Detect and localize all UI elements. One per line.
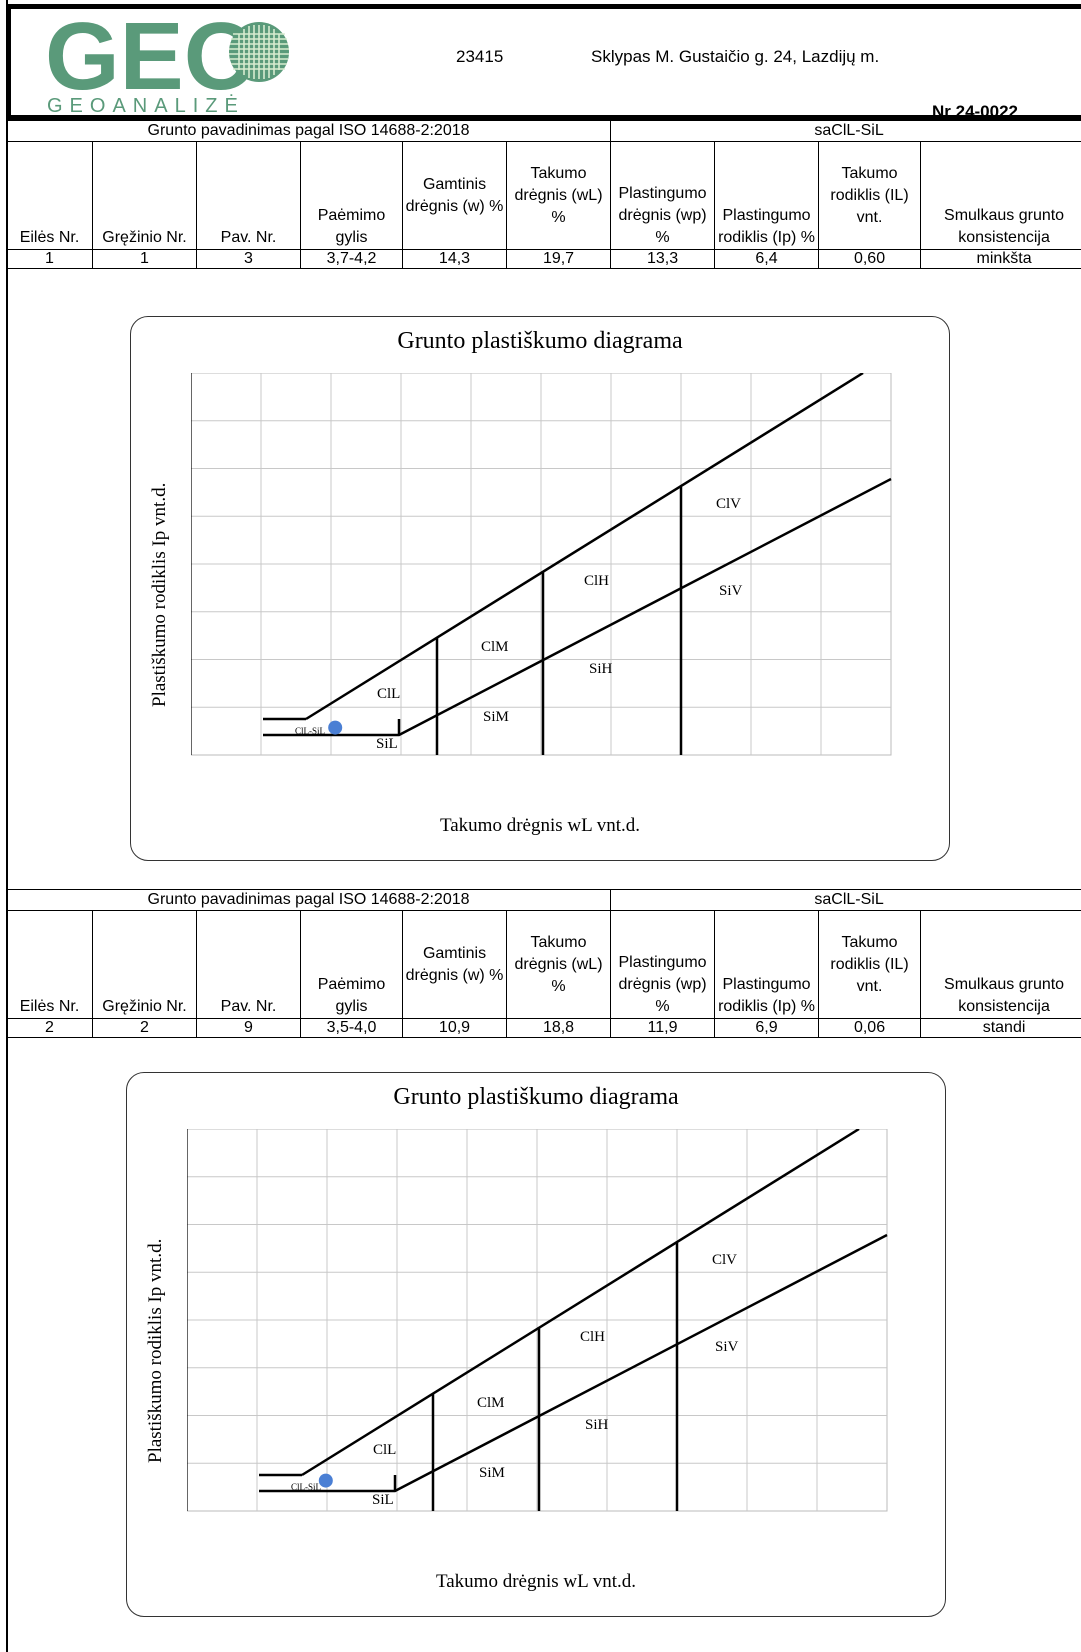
col-header: Eilės Nr.: [6, 910, 93, 1019]
plasticity-chart-1: Grunto plastiškumo diagrama Plastiškumo …: [130, 316, 950, 861]
table-row: 2 2 9 3,5-4,0 10,9 18,8 11,9 6,9 0,06 st…: [6, 1018, 1081, 1038]
cell: 2: [6, 1018, 93, 1038]
cell: 0,06: [818, 1018, 922, 1038]
cell: 2: [92, 1018, 197, 1038]
plasticity-chart-2: Grunto plastiškumo diagrama Plastiškumo …: [126, 1072, 946, 1617]
col-header: Plastingumo rodiklis (Ip) %: [714, 141, 820, 250]
cell: 3,5-4,0: [300, 1018, 403, 1038]
col-header: Pav. Nr.: [196, 141, 301, 250]
zone-label: ClL: [373, 1442, 396, 1458]
sample-table-2: Grunto pavadinimas pagal ISO 14688-2:201…: [5, 889, 1081, 1038]
zone-label: SiL: [372, 1492, 394, 1508]
cell: 18,8: [505, 1018, 612, 1038]
cell: 14,3: [402, 249, 507, 269]
sample-table-1: Grunto pavadinimas pagal ISO 14688-2:201…: [5, 120, 1081, 269]
col-header: Plastingumo drėgnis (wp) %: [610, 141, 716, 250]
cell: 6,9: [714, 1018, 820, 1038]
cell: 3,7-4,2: [300, 249, 403, 269]
zone-label: ClL-SiL: [291, 1482, 321, 1492]
chart-ylabel: Plastiškumo rodiklis Ip vnt.d.: [145, 1238, 166, 1463]
chart-xlabel: Takumo drėgnis wL vnt.d.: [435, 1571, 637, 1592]
chart-xlabel: Takumo drėgnis wL vnt.d.: [439, 815, 641, 836]
col-header: Gamtinis drėgnis (w) %: [402, 910, 507, 1019]
col-header: Smulkaus grunto konsistencija: [920, 141, 1081, 250]
col-header: Paėmimo gylis: [300, 910, 403, 1019]
zone-label: ClL: [377, 686, 400, 702]
sample-point: [318, 1473, 333, 1488]
zone-label: ClV: [712, 1252, 737, 1268]
cell: 11,9: [610, 1018, 716, 1038]
col-header: Gręžinio Nr.: [92, 141, 197, 250]
zone-label: SiV: [715, 1339, 739, 1355]
col-header: Plastingumo rodiklis (Ip) %: [714, 910, 820, 1019]
col-header: Takumo rodiklis (IL) vnt.: [818, 141, 922, 250]
site-address: Sklypas M. Gustaičio g. 24, Lazdijų m.: [591, 47, 880, 66]
col-header: Gręžinio Nr.: [92, 910, 197, 1019]
cell: 1: [6, 249, 93, 269]
chart-title: Grunto plastiškumo diagrama: [397, 328, 683, 354]
chart-plot: ClV SiV ClH SiH ClM SiM ClL SiL ClL-SiL: [191, 373, 892, 756]
col-header: Plastingumo drėgnis (wp) %: [610, 910, 716, 1019]
cell: 9: [196, 1018, 301, 1038]
a-line: [305, 373, 864, 721]
cell: 3: [196, 249, 301, 269]
soil-name: saClL-SiL: [610, 120, 1081, 142]
page-frame: [6, 0, 1081, 1652]
cell: 19,7: [505, 249, 612, 269]
logo-letters: GEO: [45, 9, 258, 110]
report-number: Nr 24-0022: [932, 102, 1019, 121]
cell: 10,9: [402, 1018, 507, 1038]
logo-subtitle: GEOANALIZĖ: [47, 95, 245, 117]
a-line: [301, 1129, 860, 1477]
zone-label: SiM: [483, 709, 509, 725]
soil-name: saClL-SiL: [610, 889, 1081, 911]
zone-label: ClL-SiL: [295, 726, 325, 736]
cell: 0,60: [818, 249, 922, 269]
chart-ylabel: Plastiškumo rodiklis Ip vnt.d.: [149, 482, 170, 707]
col-header: Gamtinis drėgnis (w) %: [402, 141, 507, 250]
standard-title: Grunto pavadinimas pagal ISO 14688-2:201…: [5, 889, 612, 911]
standard-title: Grunto pavadinimas pagal ISO 14688-2:201…: [5, 120, 612, 142]
cell: 13,3: [610, 249, 716, 269]
table-row: 1 1 3 3,7-4,2 14,3 19,7 13,3 6,4 0,60 mi…: [6, 249, 1081, 269]
col-header: Paėmimo gylis: [300, 141, 403, 250]
cell: standi: [920, 1018, 1081, 1038]
zone-label: ClM: [481, 639, 509, 655]
zone-label: ClH: [584, 573, 609, 589]
geo-logo: GEO: [45, 9, 289, 110]
col-header: Eilės Nr.: [6, 141, 93, 250]
zone-label: SiV: [719, 583, 743, 599]
cell: 1: [92, 249, 197, 269]
cell: minkšta: [920, 249, 1081, 269]
col-header: Pav. Nr.: [196, 910, 301, 1019]
zone-label: SiH: [585, 1417, 609, 1433]
col-header: Takumo drėgnis (wL) %: [505, 141, 612, 250]
zone-label: SiH: [589, 661, 613, 677]
report-header: GEO GEOANALIZĖ 23415 Sklypas M. Gustaiči…: [6, 4, 1081, 121]
col-header: Takumo drėgnis (wL) %: [505, 910, 612, 1019]
sample-point: [328, 720, 343, 735]
lower-line: [259, 1233, 888, 1493]
zone-label: ClV: [716, 496, 741, 512]
chart-title: Grunto plastiškumo diagrama: [393, 1084, 679, 1110]
lower-line: [263, 477, 892, 737]
zone-label: SiL: [376, 736, 398, 752]
col-header: Takumo rodiklis (IL) vnt.: [818, 910, 922, 1019]
cell: 6,4: [714, 249, 820, 269]
col-header: Smulkaus grunto konsistencija: [920, 910, 1081, 1019]
object-code: 23415: [456, 47, 504, 66]
chart-plot: ClV SiV ClH SiH ClM SiM ClL SiL ClL-SiL: [187, 1129, 888, 1512]
zone-label: ClH: [580, 1329, 605, 1345]
zone-label: ClM: [477, 1395, 505, 1411]
zone-label: SiM: [479, 1465, 505, 1481]
